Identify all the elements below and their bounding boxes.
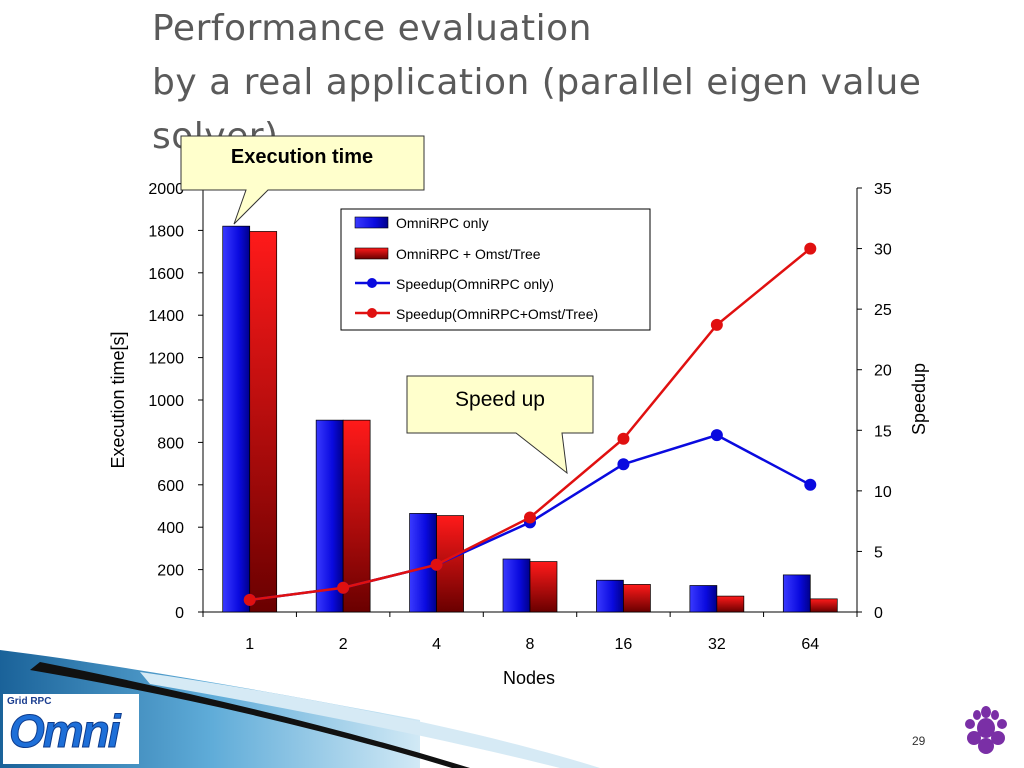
legend-label-speedup-omnirpc: Speedup(OmniRPC only)	[396, 276, 554, 292]
point-speedup-omst-16	[617, 432, 630, 445]
bar-omnirpc-omst-32	[716, 595, 745, 613]
legend-label-omnirpc-omst: OmniRPC + Omst/Tree	[396, 246, 541, 262]
y-tick-label: 1200	[148, 351, 184, 368]
callout-speed-up: Speed up	[406, 375, 594, 475]
y2-tick-label: 35	[874, 181, 892, 198]
callout-speed-up-text: Speed up	[455, 388, 545, 411]
point-speedup-omnirpc-64	[804, 478, 817, 491]
callout-execution-time-text: Execution time	[231, 146, 373, 168]
slide-number: 29	[912, 734, 926, 748]
legend-label-omnirpc-only: OmniRPC only	[396, 215, 489, 231]
title-line-2: by a real application (parallel eigen va…	[152, 62, 922, 103]
x-tick-label: 64	[801, 636, 819, 653]
legend-swatch-omnirpc-omst	[354, 247, 389, 260]
point-speedup-omst-32	[710, 318, 723, 331]
point-speedup-omst-4	[430, 558, 443, 571]
point-speedup-omnirpc-16	[617, 458, 630, 471]
bar-omnirpc-omst-64	[809, 598, 838, 613]
y-tick-label: 1600	[148, 266, 184, 283]
y-tick-label: 1400	[148, 308, 184, 325]
callout-execution-time-box	[180, 135, 425, 225]
x-tick-label: 32	[708, 636, 726, 653]
x-tick-label: 8	[526, 636, 535, 653]
point-speedup-omnirpc-32	[710, 429, 723, 442]
callout-speed-up-box	[406, 375, 594, 475]
callout-execution-time: Execution time	[180, 135, 425, 225]
bar-omnirpc-omst-8	[529, 561, 558, 613]
y2-tick-label: 25	[874, 302, 892, 319]
y2-tick-label: 30	[874, 242, 892, 259]
axis-labels: Nodes Execution time[s] Speedup	[108, 331, 929, 688]
logo-word: Omni	[9, 705, 122, 758]
y-tick-label: 800	[157, 435, 184, 452]
y-tick-label: 600	[157, 478, 184, 495]
x-tick-label: 1	[245, 636, 254, 653]
bar-omnirpc-only-64	[782, 574, 811, 613]
y-tick-label: 1000	[148, 393, 184, 410]
y-axis-label: Execution time[s]	[108, 331, 128, 468]
bar-omnirpc-only-16	[596, 579, 624, 613]
legend-swatch-omnirpc-only	[354, 216, 389, 229]
y-tick-label: 1800	[148, 223, 184, 240]
legend-marker-speedup-omst	[367, 308, 377, 318]
y-tick-label: 0	[175, 605, 184, 622]
chart-marks	[222, 225, 838, 613]
y2-axis-label: Speedup	[909, 363, 929, 435]
legend-label-speedup-omst: Speedup(OmniRPC+Omst/Tree)	[396, 306, 598, 322]
bar-omnirpc-only-2	[315, 419, 344, 613]
y2-tick-label: 5	[874, 544, 883, 561]
title-line-1: Performance evaluation	[152, 8, 592, 49]
point-speedup-omst-2	[337, 581, 350, 594]
point-speedup-omst-1	[243, 593, 256, 606]
bar-omnirpc-omst-1	[249, 231, 278, 613]
x-tick-label: 2	[339, 636, 348, 653]
decor-wave-light	[140, 672, 600, 768]
bar-omnirpc-only-8	[502, 558, 531, 613]
x-axis-label: Nodes	[503, 668, 555, 688]
slide-title: Performance evaluation by a real applica…	[152, 2, 1012, 164]
y2-tick-label: 10	[874, 484, 892, 501]
university-crest-icon	[965, 706, 1007, 754]
grid-rpc-omni-logo: Grid RPC Omni	[3, 694, 139, 764]
bar-omnirpc-only-1	[222, 225, 251, 613]
plot-area: 0 200 400 600 800 1000 1200 1400 1600 1800 2000 0 5 1…	[148, 181, 891, 653]
bar-omnirpc-omst-16	[623, 584, 651, 613]
legend-frame	[340, 208, 651, 331]
bar-omnirpc-only-32	[689, 585, 718, 613]
y2-tick-label: 15	[874, 423, 892, 440]
y-tick-label: 2000	[148, 181, 184, 198]
x-tick-label: 16	[615, 636, 633, 653]
y2-tick-label: 0	[874, 605, 883, 622]
legend: OmniRPC only OmniRPC + Omst/Tree Speedup…	[340, 208, 651, 331]
point-speedup-omst-8	[524, 511, 536, 524]
bar-omnirpc-omst-2	[342, 419, 371, 613]
logo-tag: Grid RPC	[7, 696, 52, 707]
decor-wave-black	[30, 662, 470, 768]
y-tick-label: 400	[157, 520, 184, 537]
y2-tick-label: 20	[874, 363, 892, 380]
y-tick-label: 200	[157, 563, 184, 580]
point-speedup-omst-64	[804, 242, 817, 255]
x-tick-label: 4	[432, 636, 441, 653]
legend-marker-speedup-omnirpc	[367, 278, 377, 288]
